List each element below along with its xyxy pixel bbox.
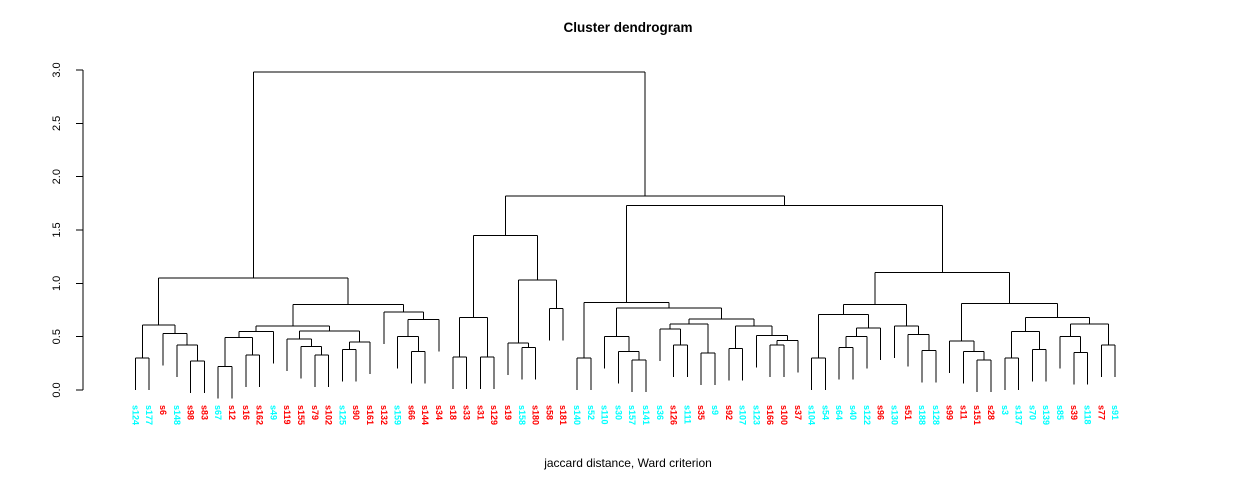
leaf-label-s157: s157 [627, 405, 637, 425]
leaf-label-s155: s155 [296, 405, 306, 425]
leaf-label-s12: s12 [227, 405, 237, 420]
leaf-label-s36: s36 [655, 405, 665, 420]
leaf-label-s34: s34 [434, 405, 444, 420]
leaf-label-s64: s64 [834, 405, 844, 420]
leaf-label-s70: s70 [1027, 405, 1037, 420]
leaf-label-s130: s130 [889, 405, 899, 425]
leaf-label-s166: s166 [765, 405, 775, 425]
y-tick-label: 0.0 [51, 382, 63, 397]
leaf-label-s129: s129 [489, 405, 499, 425]
y-tick-label: 2.5 [51, 116, 63, 131]
leaf-label-s99: s99 [945, 405, 955, 420]
leaf-label-s67: s67 [213, 405, 223, 420]
leaf-label-s104: s104 [807, 405, 817, 425]
x-axis-caption: jaccard distance, Ward criterion [543, 456, 712, 470]
leaf-label-s37: s37 [793, 405, 803, 420]
leaf-label-s137: s137 [1014, 405, 1024, 425]
leaf-label-s31: s31 [475, 405, 485, 420]
leaf-label-s144: s144 [420, 405, 430, 425]
y-tick-label: 2.0 [51, 169, 63, 184]
leaf-label-s54: s54 [820, 405, 830, 420]
leaf-label-s140: s140 [572, 405, 582, 425]
leaf-label-s9: s9 [710, 405, 720, 415]
leaf-label-s33: s33 [462, 405, 472, 420]
y-tick-label: 0.5 [51, 329, 63, 344]
leaf-label-s83: s83 [199, 405, 209, 420]
leaf-label-s91: s91 [1110, 405, 1120, 420]
leaf-label-s151: s151 [972, 405, 982, 425]
leaf-label-s92: s92 [724, 405, 734, 420]
leaf-label-s98: s98 [186, 405, 196, 420]
y-tick-label: 1.0 [51, 276, 63, 291]
leaf-label-s162: s162 [255, 405, 265, 425]
leaf-label-s51: s51 [903, 405, 913, 420]
leaf-label-s139: s139 [1041, 405, 1051, 425]
leaf-label-s40: s40 [848, 405, 858, 420]
leaf-label-s30: s30 [613, 405, 623, 420]
leaf-label-s100: s100 [779, 405, 789, 425]
leaf-label-s180: s180 [531, 405, 541, 425]
leaf-label-s79: s79 [310, 405, 320, 420]
leaf-label-s181: s181 [558, 405, 568, 425]
leaf-label-s28: s28 [986, 405, 996, 420]
leaf-label-s123: s123 [751, 405, 761, 425]
leaf-label-s6: s6 [158, 405, 168, 415]
leaf-label-s111: s111 [682, 405, 692, 424]
leaf-label-s128: s128 [931, 405, 941, 425]
leaf-label-s125: s125 [337, 405, 347, 425]
leaf-label-s158: s158 [517, 405, 527, 425]
leaf-label-s132: s132 [379, 405, 389, 425]
leaf-label-s110: s110 [600, 405, 610, 425]
y-tick-label: 1.5 [51, 222, 63, 237]
leaf-label-s52: s52 [586, 405, 596, 420]
leaf-label-s102: s102 [324, 405, 334, 425]
leaf-label-s35: s35 [696, 405, 706, 420]
y-axis: 0.0 0.5 1.0 1.5 2.0 2.5 3.0 [51, 62, 83, 397]
dendrogram-plot: Cluster dendrogram 0.0 0.5 1.0 1.5 2.0 2.5 3.0… [0, 0, 1238, 500]
leaf-label-s85: s85 [1055, 405, 1065, 420]
leaf-label-s124: s124 [130, 405, 140, 425]
y-tick-label: 3.0 [51, 62, 63, 77]
leaf-label-s58: s58 [544, 405, 554, 420]
leaf-label-s90: s90 [351, 405, 361, 420]
leaf-label-s19: s19 [503, 405, 513, 420]
leaf-label-s141: s141 [641, 405, 651, 425]
leaf-label-s39: s39 [1069, 405, 1079, 420]
leaf-label-s107: s107 [738, 405, 748, 425]
leaf-label-s49: s49 [268, 405, 278, 420]
leaf-label-s188: s188 [917, 405, 927, 425]
dendrogram-figure: Cluster dendrogram 0.0 0.5 1.0 1.5 2.0 2.5 3.0… [0, 0, 1238, 500]
leaf-label-s159: s159 [393, 405, 403, 425]
leaf-label-s161: s161 [365, 405, 375, 425]
leaf-label-s11: s11 [958, 405, 968, 420]
chart-title: Cluster dendrogram [563, 20, 692, 35]
leaf-label-s3: s3 [1000, 405, 1010, 415]
leaf-label-s18: s18 [448, 405, 458, 420]
leaf-labels: s124 s177 s6 s148 s98s83 s67 s12 s16 s162s49 s119… [130, 405, 1120, 425]
leaf-label-s16: s16 [241, 405, 251, 420]
leaf-label-s66: s66 [406, 405, 416, 420]
leaf-label-s119: s119 [282, 405, 292, 425]
leaf-label-s118: s118 [1083, 405, 1093, 425]
leaf-label-s77: s77 [1096, 405, 1106, 420]
leaf-label-s96: s96 [876, 405, 886, 420]
leaf-label-s148: s148 [172, 405, 182, 425]
leaf-label-s126: s126 [669, 405, 679, 425]
leaf-label-s122: s122 [862, 405, 872, 425]
dendrogram-links [135, 72, 1115, 398]
leaf-label-s177: s177 [144, 405, 154, 425]
